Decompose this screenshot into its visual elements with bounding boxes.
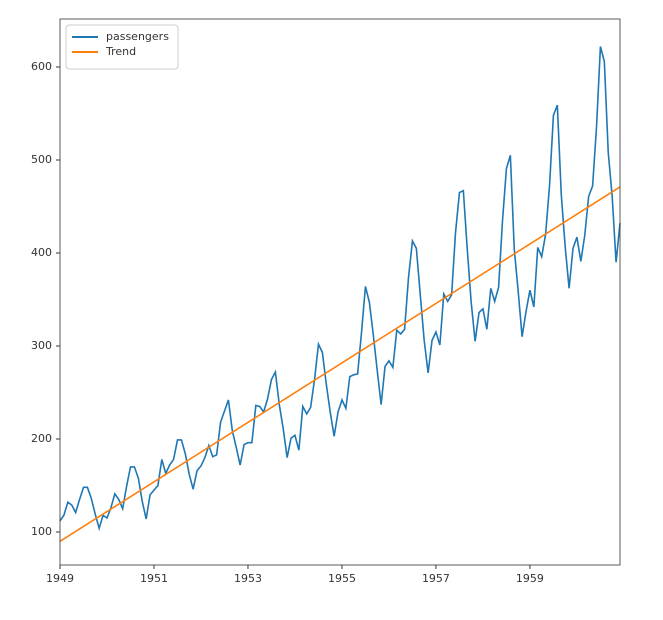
y-tick-label: 200 bbox=[31, 432, 52, 445]
y-tick-label: 100 bbox=[31, 525, 52, 538]
x-tick-label: 1955 bbox=[328, 572, 356, 585]
x-tick-label: 1959 bbox=[516, 572, 544, 585]
x-tick-label: 1951 bbox=[140, 572, 168, 585]
y-tick-label: 500 bbox=[31, 153, 52, 166]
y-tick-label: 300 bbox=[31, 339, 52, 352]
legend-label: passengers bbox=[106, 30, 169, 43]
plot-frame bbox=[59, 18, 621, 566]
y-tick-label: 400 bbox=[31, 246, 52, 259]
x-tick-label: 1957 bbox=[422, 572, 450, 585]
legend-label: Trend bbox=[105, 45, 136, 58]
y-tick-label: 600 bbox=[31, 60, 52, 73]
series-line bbox=[59, 186, 621, 542]
x-tick-label: 1949 bbox=[46, 572, 74, 585]
x-tick-label: 1953 bbox=[234, 572, 262, 585]
series-line bbox=[59, 46, 621, 532]
